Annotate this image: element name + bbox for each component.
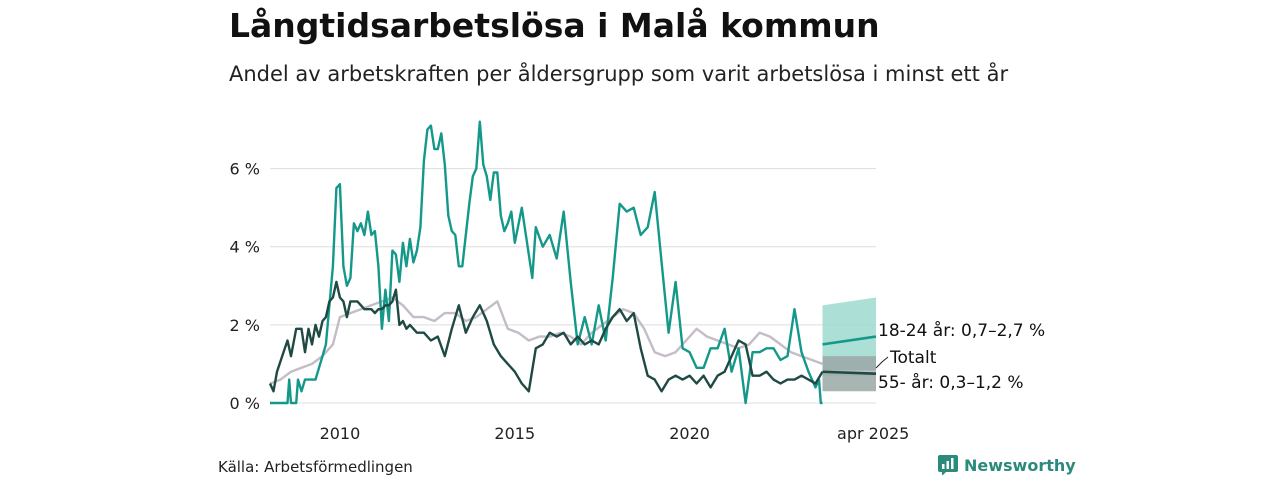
brand-name: Newsworthy <box>964 455 1076 475</box>
y-tick-label: 6 % <box>230 160 260 179</box>
end-label: 55- år: 0,3–1,2 % <box>878 372 1024 393</box>
x-tick-label: 2010 <box>320 424 361 443</box>
x-tick-label: 2020 <box>669 424 710 443</box>
forecast-line <box>822 370 877 375</box>
source-note: Källa: Arbetsförmedlingen <box>218 458 413 476</box>
end-label: 18-24 år: 0,7–2,7 % <box>878 320 1045 341</box>
label-leader-line <box>875 356 889 369</box>
x-tick-label: apr 2025 <box>837 424 909 443</box>
end-label: Totalt <box>889 348 937 368</box>
chart-title: Långtidsarbetslösa i Malå kommun <box>229 6 880 45</box>
series-line <box>269 296 823 385</box>
y-tick-label: 2 % <box>230 316 260 335</box>
newsworthy-logo-icon <box>938 455 958 475</box>
series-line <box>270 120 823 405</box>
forecast-line <box>822 335 877 346</box>
chart-subtitle: Andel av arbetskraften per åldersgrupp s… <box>229 62 1009 86</box>
y-tick-label: 0 % <box>230 394 260 413</box>
brand[interactable]: Newsworthy <box>938 455 1076 475</box>
y-tick-label: 4 % <box>230 238 260 257</box>
series-line <box>268 280 824 393</box>
x-tick-label: 2015 <box>494 424 535 443</box>
